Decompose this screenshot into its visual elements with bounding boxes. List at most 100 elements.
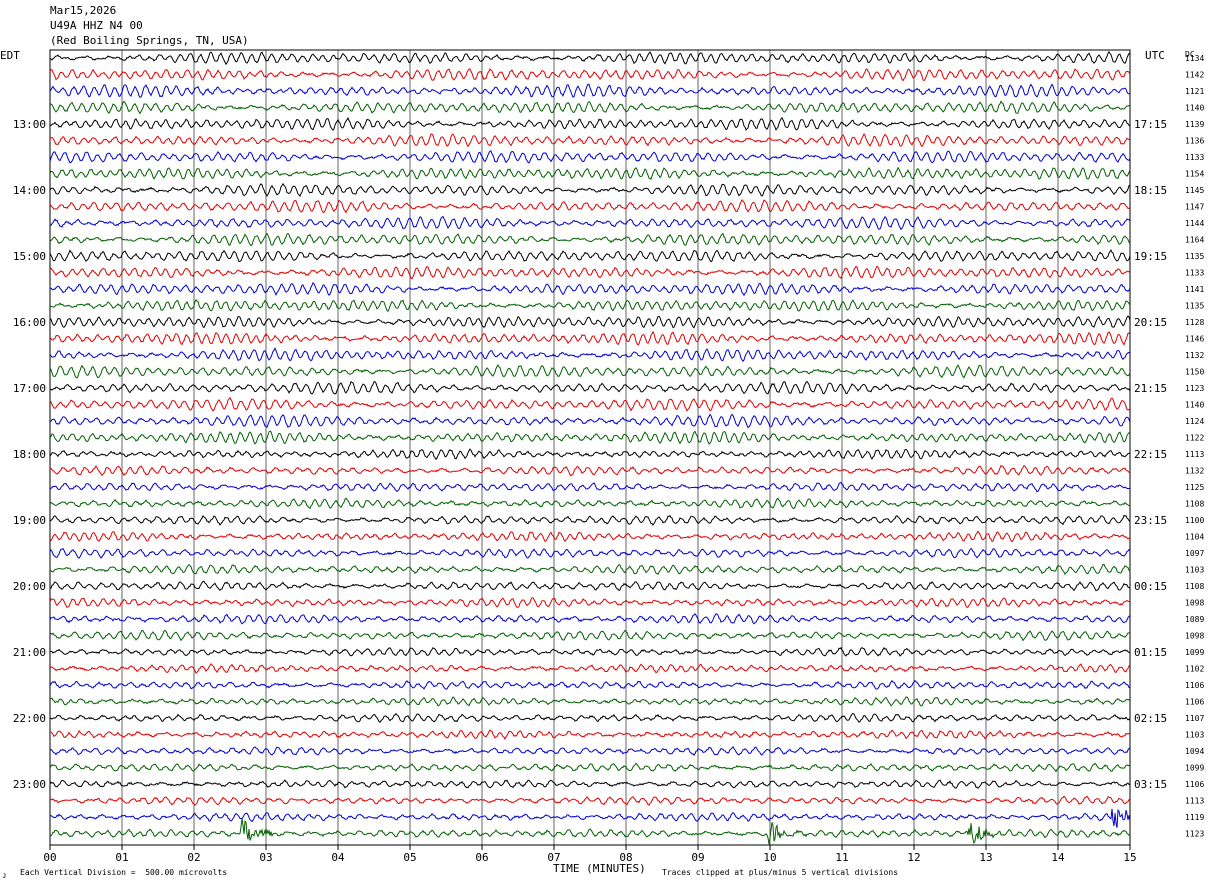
x-tick-label: 06 [475, 851, 488, 864]
trace-row [49, 779, 1131, 789]
trace-row [49, 547, 1131, 559]
dc-offset-value: 1108 [1185, 582, 1204, 591]
dc-offset-value: 1133 [1185, 269, 1204, 278]
dc-offset-value: 1135 [1185, 302, 1204, 311]
left-hour-label: 16:00 [13, 316, 46, 329]
x-tick-label: 02 [187, 851, 200, 864]
x-tick-label: 07 [547, 851, 560, 864]
left-hour-label: 21:00 [13, 646, 46, 659]
header-station: U49A HHZ N4 00 [50, 19, 143, 32]
trace-row [49, 530, 1131, 543]
dc-offset-value: 1099 [1185, 764, 1204, 773]
right-timezone-label: UTC [1145, 49, 1165, 62]
x-tick-label: 05 [403, 851, 416, 864]
trace-row [49, 679, 1131, 690]
right-hour-label: 01:15 [1134, 646, 1167, 659]
trace-row [49, 795, 1131, 807]
right-hour-label: 18:15 [1134, 184, 1167, 197]
dc-offset-value: 1140 [1185, 401, 1204, 410]
trace-row [49, 100, 1131, 115]
dc-offset-value: 1113 [1185, 450, 1204, 459]
dc-offset-value: 1094 [1185, 747, 1204, 756]
trace-row [49, 347, 1131, 362]
dc-offset-value: 1099 [1185, 648, 1204, 657]
dc-offset-header: DC [1185, 50, 1195, 59]
trace-row [49, 745, 1131, 756]
trace-row [49, 166, 1131, 181]
trace-row [49, 132, 1131, 148]
x-tick-label: 04 [331, 851, 345, 864]
right-hour-label: 21:15 [1134, 382, 1167, 395]
trace-row [49, 430, 1131, 445]
dc-offset-value: 1106 [1185, 780, 1204, 789]
trace-row [49, 232, 1131, 247]
trace-row [49, 265, 1131, 280]
trace-row [49, 330, 1131, 346]
x-tick-label: 13 [979, 851, 992, 864]
dc-offset-value: 1144 [1185, 219, 1204, 228]
left-hour-label: 19:00 [13, 514, 46, 527]
dc-offset-value: 1119 [1185, 813, 1204, 822]
right-hour-label: 23:15 [1134, 514, 1167, 527]
trace-row [49, 612, 1131, 625]
dc-offset-value: 1133 [1185, 153, 1204, 162]
left-hour-label: 15:00 [13, 250, 46, 263]
dc-offset-value: 1098 [1185, 599, 1204, 608]
left-hour-label: 17:00 [13, 382, 46, 395]
header-location: (Red Boiling Springs, TN, USA) [50, 34, 249, 47]
dc-offset-value: 1125 [1185, 483, 1204, 492]
dc-offset-value: 1135 [1185, 252, 1204, 261]
dc-offset-value: 1134 [1185, 54, 1204, 63]
trace-row [49, 150, 1131, 164]
dc-offset-value: 1150 [1185, 368, 1204, 377]
x-tick-label: 03 [259, 851, 272, 864]
trace-row [49, 380, 1131, 395]
dc-offset-value: 1142 [1185, 71, 1204, 80]
trace-row [49, 729, 1131, 741]
trace-row [49, 215, 1131, 231]
x-tick-label: 14 [1051, 851, 1065, 864]
x-tick-label: 10 [763, 851, 776, 864]
trace-row [49, 448, 1131, 461]
dc-offset-value: 1128 [1185, 318, 1204, 327]
trace-row [49, 198, 1131, 214]
dc-offset-value: 1124 [1185, 417, 1204, 426]
trace-row [49, 68, 1131, 82]
dc-offset-value: 1123 [1185, 384, 1204, 393]
dc-offset-value: 1121 [1185, 87, 1204, 96]
dc-offset-value: 1102 [1185, 665, 1204, 674]
trace-row [49, 497, 1131, 510]
dc-offset-value: 1106 [1185, 698, 1204, 707]
dc-offset-value: 1107 [1185, 714, 1204, 723]
dc-offset-value: 1103 [1185, 566, 1204, 575]
dc-offset-value: 1100 [1185, 516, 1204, 525]
left-timezone-label: EDT [0, 49, 20, 62]
trace-row [49, 818, 1131, 845]
dc-offset-value: 1104 [1185, 533, 1204, 542]
left-hour-label: 23:00 [13, 778, 46, 791]
trace-row [49, 298, 1131, 312]
dc-offset-value: 1123 [1185, 830, 1204, 839]
dc-offset-value: 1108 [1185, 500, 1204, 509]
x-tick-label: 15 [1123, 851, 1136, 864]
trace-row [49, 182, 1131, 198]
trace-row [49, 116, 1131, 131]
right-hour-label: 00:15 [1134, 580, 1167, 593]
trace-row [49, 646, 1131, 657]
dc-offset-value: 1132 [1185, 467, 1204, 476]
trace-row [49, 50, 1131, 66]
x-tick-label: 00 [43, 851, 56, 864]
dc-offset-value: 1141 [1185, 285, 1204, 294]
left-hour-label: 14:00 [13, 184, 46, 197]
trace-row [49, 464, 1131, 477]
dc-offset-value: 1132 [1185, 351, 1204, 360]
dc-offset-value: 1154 [1185, 170, 1204, 179]
left-hour-label: 20:00 [13, 580, 46, 593]
trace-row [49, 597, 1131, 609]
dc-offset-value: 1147 [1185, 203, 1204, 212]
right-hour-label: 20:15 [1134, 316, 1167, 329]
trace-row [49, 396, 1131, 412]
x-tick-label: 01 [115, 851, 128, 864]
x-axis-label: TIME (MINUTES) [553, 862, 646, 875]
